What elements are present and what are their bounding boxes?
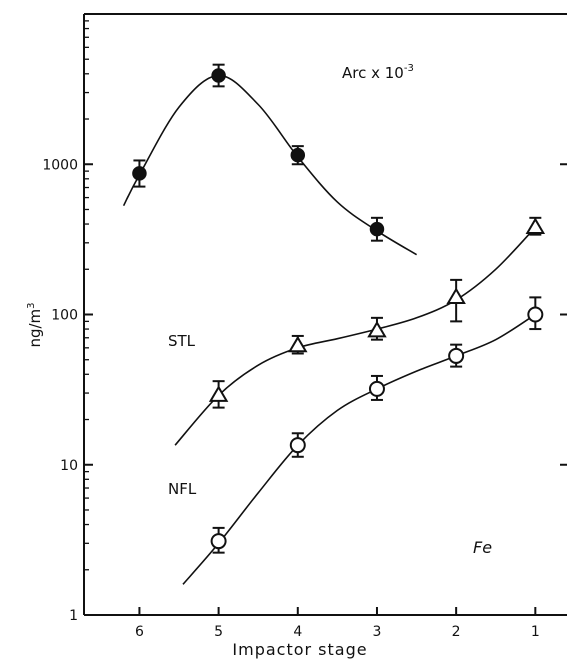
data-point-nfl [448,343,465,368]
marker-open-triangle [446,287,466,304]
marker-open-circle [448,347,465,364]
labels: Impactor stage ng/m3 Arc x 10-3 STL NFL … [26,63,492,659]
series-label-arc-sup: -3 [404,63,414,74]
marker-filled-circle [369,221,385,237]
data-point-arc [211,63,226,88]
x-tick-label: 1 [531,624,540,640]
marker-open-circle [527,306,544,323]
y-tick-label: 10 [60,458,78,474]
y-axis-title-text: ng/m [26,309,44,348]
data-point-arc [132,159,147,188]
x-tick-label: 2 [452,624,461,640]
series-curve-arc [122,74,418,256]
x-tick-label: 4 [293,624,302,640]
marker-filled-circle [132,166,147,181]
marker-filled-circle [290,147,306,163]
marker-open-circle [289,437,306,454]
marker-open-triangle [367,320,387,338]
y-axis-title-sup: 3 [26,302,37,308]
data-point-stl [208,380,229,409]
data-point-arc [369,216,385,242]
curves [122,74,536,585]
data-point-nfl [527,296,544,331]
x-axis-title: Impactor stage [232,640,367,659]
data-point-nfl [289,432,306,458]
data-point-stl [367,316,387,341]
marker-open-triangle [525,217,546,234]
data-point-arc [290,145,306,166]
marker-open-circle [210,533,227,550]
series-label-stl: STL [168,332,196,350]
data-point-nfl [368,374,385,401]
axes: 1 10 100 1000 6 5 4 3 2 1 [42,13,567,640]
series-curve-stl [174,226,536,446]
series-label-nfl: NFL [168,480,197,498]
data-point-stl [288,334,308,355]
y-tick-label: 100 [51,308,78,324]
y-axis-title: ng/m3 [26,302,44,347]
marks [132,63,546,554]
marker-open-triangle [208,385,229,402]
x-tick-label: 3 [373,624,382,640]
data-point-stl [446,278,466,323]
series-label-arc: Arc x 10-3 [342,63,414,82]
x-tick-label: 6 [135,624,144,640]
data-point-stl [525,216,546,236]
marker-filled-circle [211,68,226,83]
annotation-fe: Fe [473,538,492,557]
y-tick-label: 1 [69,608,78,624]
series-label-arc-text: Arc x 10 [342,64,404,82]
series-curve-nfl [182,313,536,585]
marker-open-circle [368,380,385,397]
y-tick-label: 1000 [42,157,78,173]
data-point-nfl [210,526,227,554]
marker-open-triangle [288,335,308,353]
x-tick-label: 5 [214,624,223,640]
